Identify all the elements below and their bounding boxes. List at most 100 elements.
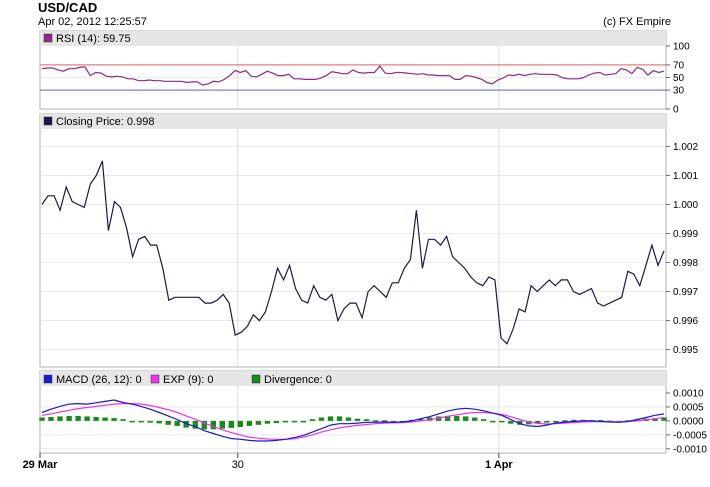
price-panel-header [40, 114, 666, 129]
divergence-bar [237, 420, 243, 427]
y-tick-label: 70 [673, 60, 685, 71]
y-tick-label: 1.000 [673, 200, 698, 211]
divergence-bar [381, 420, 388, 422]
divergence-bar [309, 419, 316, 421]
divergence-bar [472, 417, 478, 421]
divergence-bar [336, 416, 343, 421]
y-tick-label: 30 [673, 86, 685, 97]
divergence-bar [327, 416, 334, 421]
divergence-bar [264, 420, 271, 424]
divergence-bar [390, 420, 397, 423]
divergence-bar [129, 420, 135, 423]
divergence-bar [156, 420, 162, 424]
exp-series-line [41, 403, 665, 440]
price-panel: 1.002 1.001 1.000 0.999 0.998 0.997 0.996 0.995… [39, 113, 698, 368]
y-tick-label: -0.0005 [673, 430, 707, 441]
divergence-bar [363, 419, 370, 421]
divergence-bar [354, 418, 361, 421]
divergence-bar [75, 415, 81, 421]
date-tick-label: 29 Mar [23, 459, 59, 471]
divergence-bar [201, 420, 207, 430]
chart-credit: (c) FX Empire [603, 16, 671, 28]
y-tick-label: 0.997 [673, 287, 698, 298]
price-gridlines [40, 129, 666, 367]
divergence-bar [138, 420, 144, 423]
macd-legend-label: MACD (26, 12): 0 [56, 374, 142, 386]
divergence-bar [210, 420, 216, 430]
divergence-bar [93, 417, 99, 421]
divergence-bar [120, 419, 126, 421]
y-tick-label: 0.996 [673, 316, 698, 327]
divergence-bar [84, 416, 90, 421]
y-tick-label: 1.001 [673, 171, 698, 182]
divergence-bar [147, 420, 153, 423]
divergence-bar [219, 420, 225, 429]
y-tick-label: 1.002 [673, 142, 698, 153]
rsi-panel: 100 70 50 30 0 RSI (14): 59.75 [39, 30, 690, 116]
exp-legend-swatch [150, 374, 160, 384]
divergence-bar [345, 417, 352, 421]
rsi-axis: 100 70 50 30 0 [666, 42, 690, 116]
divergence-bar [66, 415, 72, 421]
rsi-reference-lines [40, 64, 666, 91]
price-panel-frame [39, 113, 667, 368]
rsi-legend-label: RSI (14): 59.75 [56, 33, 131, 45]
divergence-bars [39, 415, 667, 430]
y-tick-label: 100 [673, 42, 690, 53]
divergence-bar [571, 419, 577, 422]
date-axis: 29 Mar 30 1 Apr [23, 453, 513, 471]
divergence-bar [598, 420, 604, 422]
divergence-bar [454, 415, 460, 421]
divergence-bar [481, 419, 487, 421]
y-tick-label: 0.995 [673, 345, 698, 356]
divergence-bar [318, 417, 325, 421]
divergence-bar [661, 417, 667, 421]
rsi-legend-swatch [43, 33, 53, 43]
price-legend-label: Closing Price: 0.998 [56, 116, 154, 128]
divergence-bar [282, 420, 289, 423]
divergence-bar [39, 417, 45, 421]
macd-legend-swatch [43, 374, 53, 384]
macd-panel: 0.0010 0.0005 0.0000 -0.0005 -0.0010 MACD (2… [39, 370, 707, 455]
divergence-bar [165, 420, 171, 425]
divergence-bar [300, 420, 307, 423]
divergence-bar [553, 420, 559, 423]
divergence-bar [228, 420, 234, 428]
divergence-bar [517, 420, 523, 425]
macd-axis: 0.0010 0.0005 0.0000 -0.0005 -0.0010 [666, 388, 707, 455]
divergence-bar [372, 420, 379, 422]
divergence-bar [445, 415, 451, 421]
y-tick-label: 50 [673, 73, 685, 84]
y-tick-label: -0.0010 [673, 444, 707, 455]
y-tick-label: 0.999 [673, 229, 698, 240]
divergence-bar [246, 420, 253, 426]
divergence-bar [102, 417, 108, 421]
divergence-bar [544, 420, 550, 423]
macd-panel-header [40, 371, 666, 386]
y-tick-label: 0.0010 [673, 388, 704, 399]
divergence-bar [426, 417, 433, 421]
divergence-bar [111, 418, 117, 421]
price-axis: 1.002 1.001 1.000 0.999 0.998 0.997 0.996 0.995 [666, 142, 698, 356]
divergence-bar [48, 417, 54, 421]
divergence-bar [499, 420, 505, 423]
exp-legend-label: EXP (9): 0 [163, 374, 214, 386]
divergence-bar [562, 420, 568, 422]
date-tick-label: 30 [232, 459, 244, 471]
divergence-bar [535, 420, 541, 424]
price-series-line [41, 160, 665, 345]
price-legend-swatch [43, 116, 53, 126]
chart-timestamp: Apr 02, 2012 12:25:57 [38, 16, 147, 28]
macd-gridlines [40, 386, 666, 453]
divergence-bar [652, 418, 658, 421]
divergence-bar [255, 420, 262, 425]
macd-series-line [41, 399, 665, 442]
rsi-series-line [41, 65, 665, 86]
divergence-bar [291, 420, 298, 423]
chart-title: USD/CAD [38, 0, 98, 15]
divergence-legend-label: Divergence: 0 [264, 374, 332, 386]
divergence-bar [57, 416, 63, 421]
y-tick-label: 0.0000 [673, 416, 704, 427]
y-tick-label: 0.0005 [673, 402, 704, 413]
